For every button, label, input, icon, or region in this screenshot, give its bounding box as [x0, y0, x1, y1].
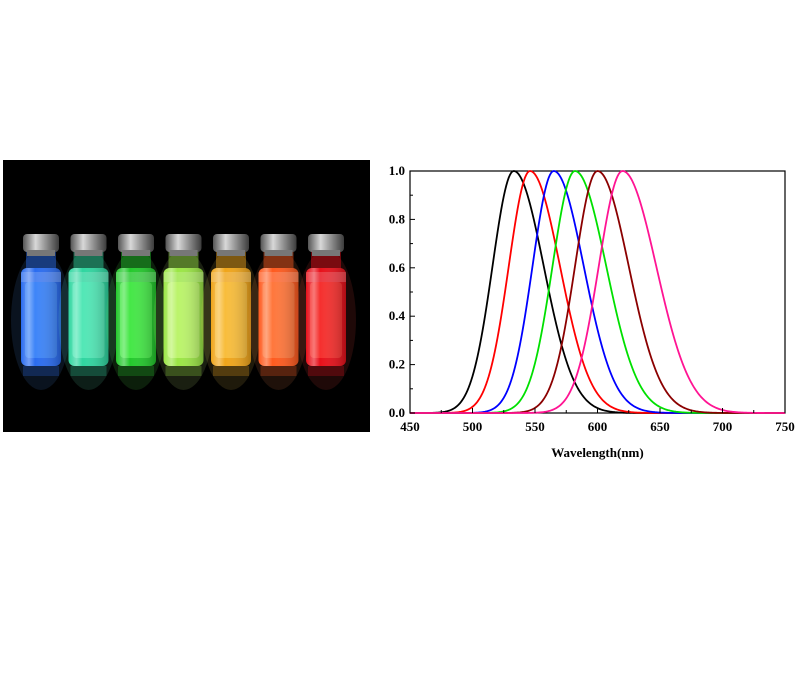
vial-1 — [11, 234, 71, 390]
vial-cap — [70, 234, 107, 252]
y-tick-label: 0.0 — [389, 405, 405, 420]
y-tick-label: 0.6 — [389, 260, 406, 275]
vial-cap — [165, 234, 202, 252]
spectrum-curve-3 — [410, 170, 785, 414]
y-tick-label: 0.4 — [389, 308, 406, 323]
x-axis-title: Wavelength(nm) — [551, 445, 643, 460]
y-tick-label: 1.0 — [389, 165, 405, 178]
x-tick-label: 500 — [463, 419, 483, 434]
spectrum-curve-5 — [410, 170, 785, 414]
spectrum-curve-2 — [410, 170, 785, 414]
vial-4 — [153, 234, 214, 390]
emission-spectra-chart: 450 500 550 600 650 700 750 0.0 0.2 0.4 0.6 0.8 1.0 … — [378, 165, 798, 470]
y-tick-label: 0.2 — [389, 357, 405, 372]
spectra-curves — [410, 170, 785, 414]
vial-2 — [58, 234, 119, 390]
vial-cap — [213, 234, 249, 252]
y-tick-label: 0.8 — [389, 211, 406, 226]
spectrum-curve-1 — [410, 170, 785, 414]
vial-cap — [260, 234, 297, 252]
x-tick-label: 600 — [588, 419, 608, 434]
vials-photo-svg — [11, 234, 356, 390]
vials-photo — [3, 160, 370, 432]
vial-cap — [308, 234, 344, 252]
vial-6 — [248, 234, 309, 390]
spectrum-curve-6 — [410, 170, 785, 414]
vial-5 — [201, 234, 261, 390]
x-tick-label: 650 — [650, 419, 670, 434]
vial-3 — [106, 234, 166, 390]
plot-frame — [409, 170, 786, 414]
chart-svg: 450 500 550 600 650 700 7500.00.20.40.60.81.0 … — [389, 165, 795, 460]
vial-cap — [118, 234, 154, 252]
x-tick-label: 450 — [400, 419, 420, 434]
spectrum-curve-4 — [410, 170, 785, 414]
vial-cap — [23, 234, 59, 252]
x-tick-label: 750 — [775, 419, 795, 434]
axis-ticks: 450 500 550 600 650 700 750 0.0 0.2 0.4 0.6 0.8 1.0 — [389, 165, 795, 434]
x-tick-label: 550 — [525, 419, 545, 434]
x-tick-label: 700 — [713, 419, 733, 434]
vial-7 — [296, 234, 356, 390]
